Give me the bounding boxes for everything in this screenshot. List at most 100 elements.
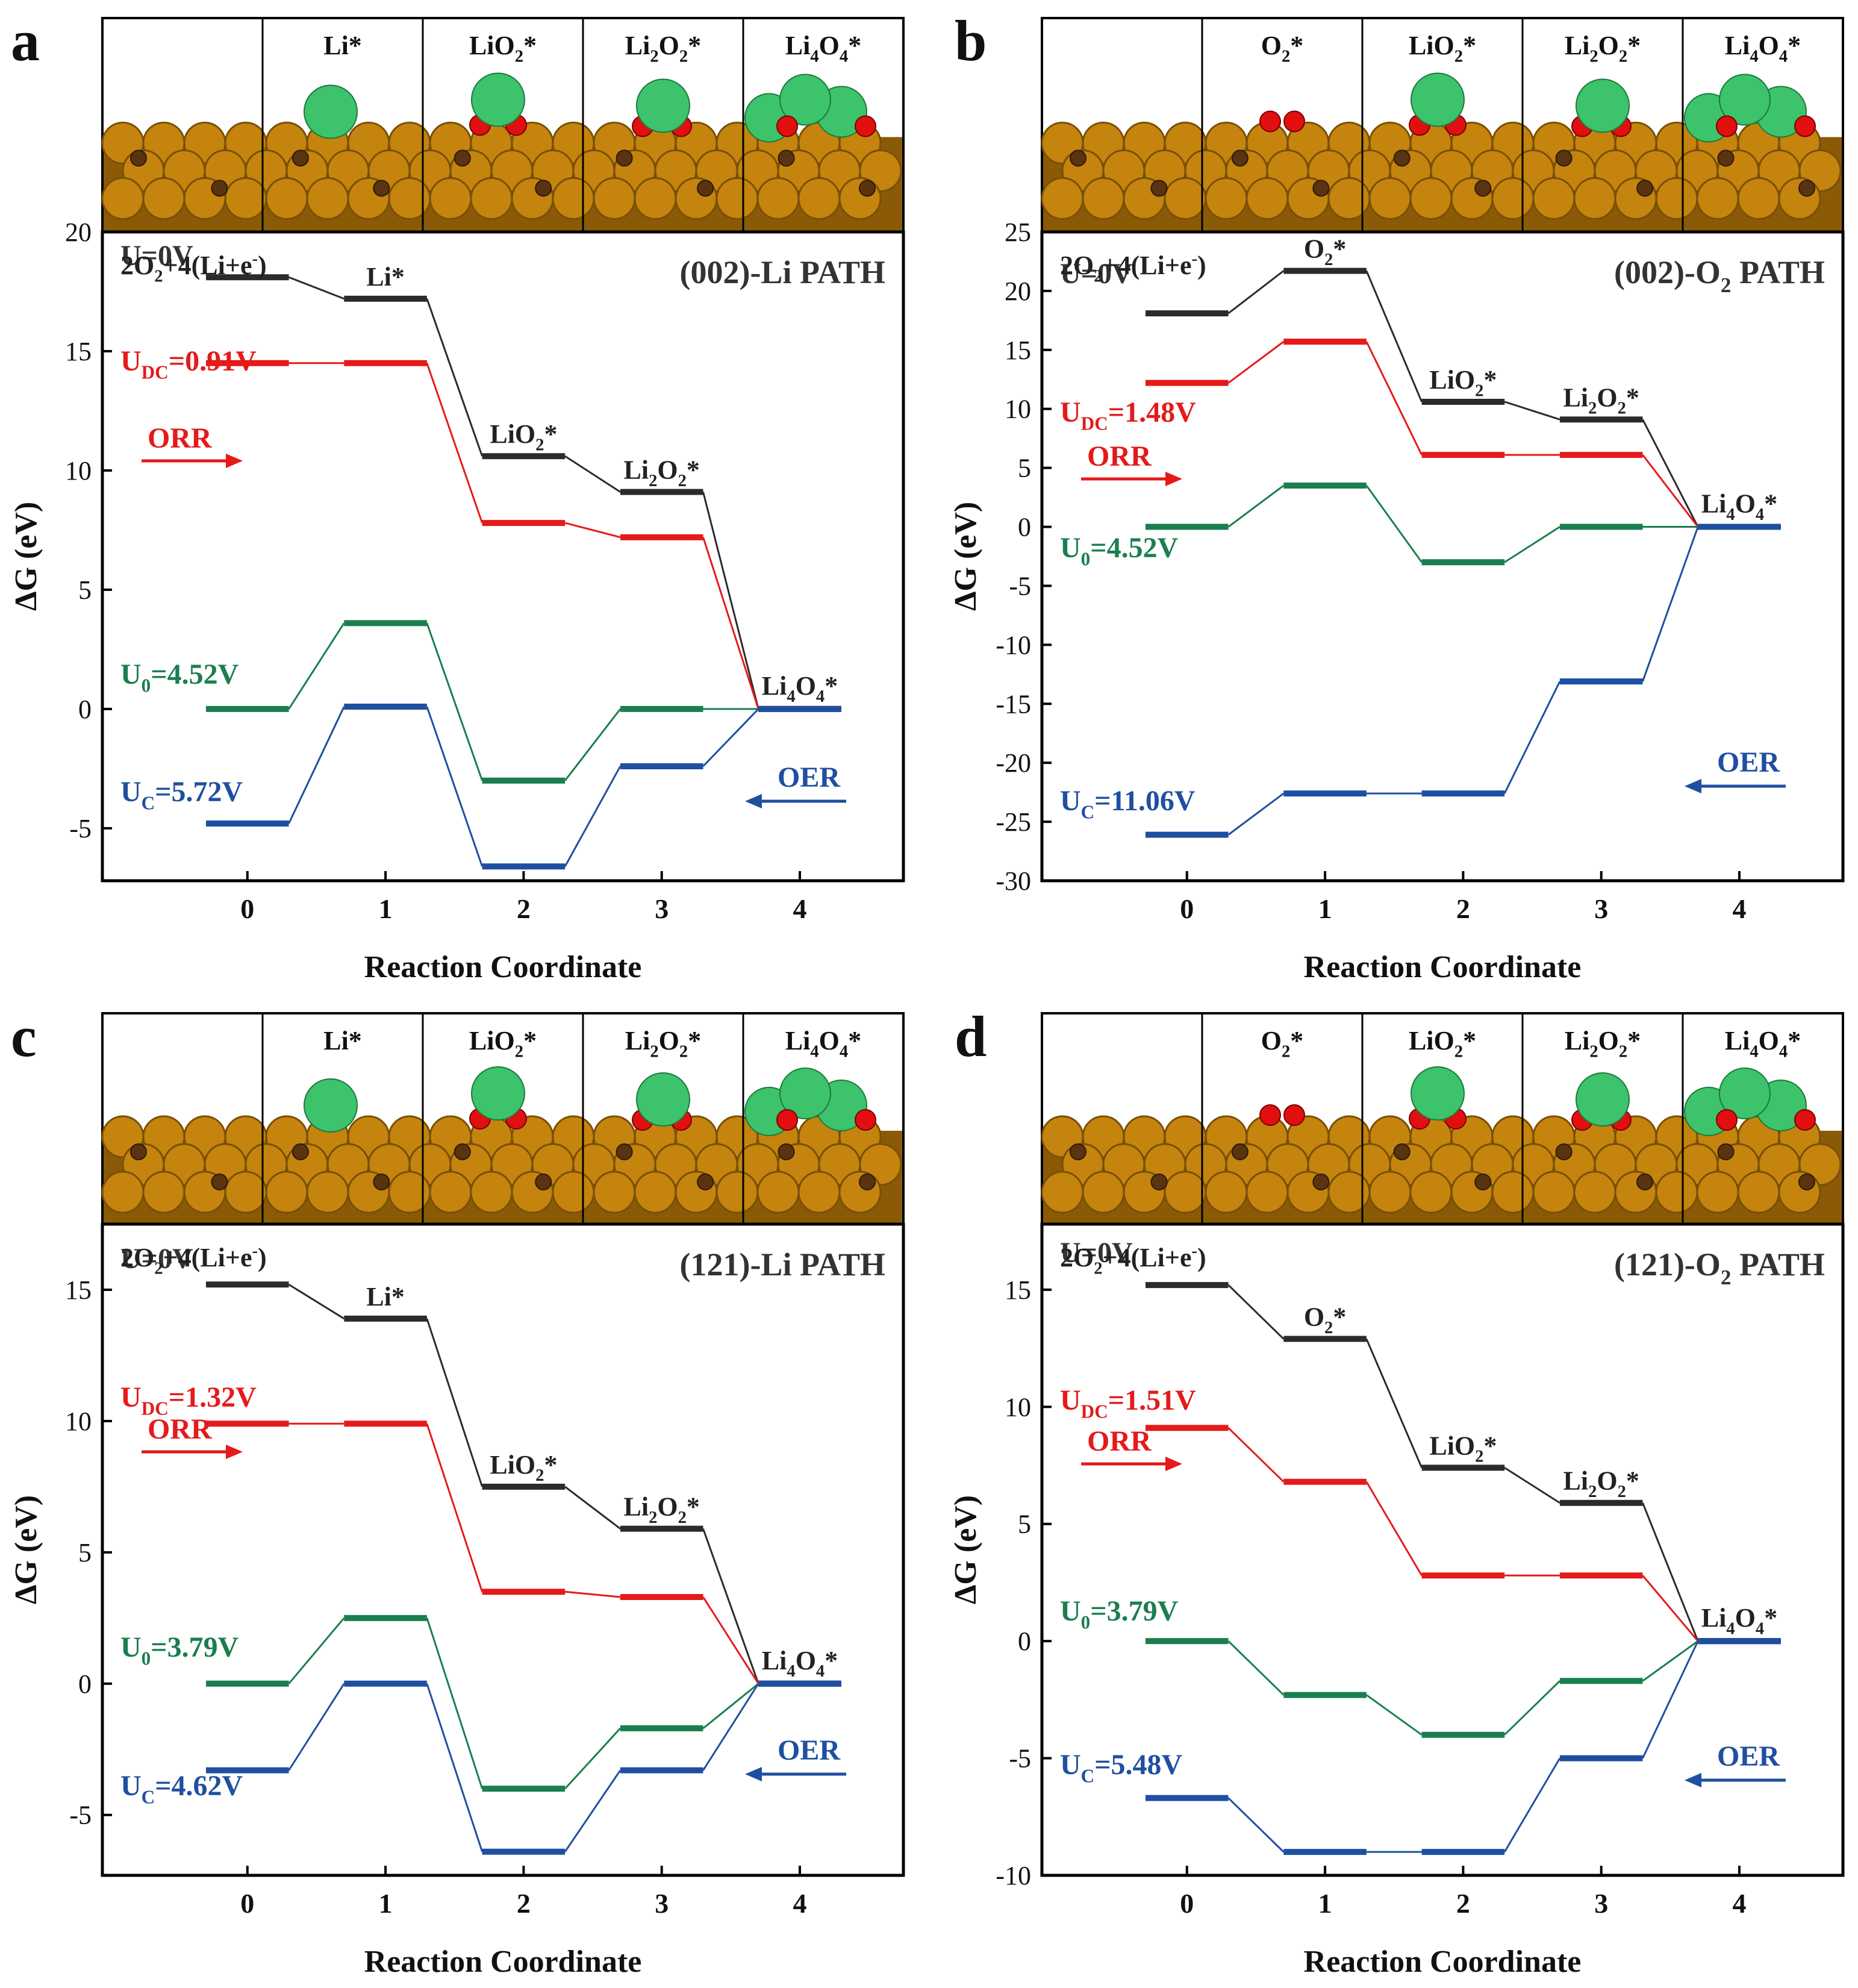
lithium-atom	[779, 73, 831, 126]
carbon-atom	[1474, 180, 1492, 197]
series-black	[1145, 267, 1781, 530]
oer-label: OER	[1717, 1740, 1780, 1772]
orr-label: ORR	[148, 422, 213, 454]
carbon-atom	[1393, 149, 1411, 167]
carbon-atom	[291, 1143, 309, 1160]
strip-label: O2*	[1261, 1026, 1304, 1061]
copper-atom	[1696, 177, 1739, 220]
oer-label: OER	[778, 1734, 841, 1766]
copper-atom	[756, 177, 800, 220]
connector	[426, 1423, 484, 1592]
state-label: 2O2+4(Li+e-)	[120, 249, 267, 286]
x-tick-label: 0	[240, 893, 254, 924]
connector	[1642, 419, 1699, 528]
x-tick-label: 0	[240, 1888, 254, 1919]
state-label: O2*	[1304, 234, 1347, 269]
y-tick-label: 10	[1005, 1392, 1031, 1422]
lithium-atom	[1411, 72, 1465, 127]
strip-label: Li4O4*	[1725, 31, 1801, 66]
strip-label: Li*	[323, 1026, 362, 1055]
y-tick-label: -5	[69, 1801, 92, 1830]
adsorbate-1	[304, 84, 358, 139]
surface-strip: O2* LiO2* Li2O2* Li4O4*	[1041, 17, 1844, 233]
oer-arrowhead	[745, 1767, 762, 1781]
y-axis-label: ΔG (eV)	[949, 1495, 983, 1604]
adsorbate-3	[632, 1072, 692, 1131]
lithium-atom	[304, 84, 358, 139]
state-label: Li2O2*	[1563, 1466, 1639, 1501]
connector	[564, 522, 621, 539]
connector	[426, 622, 484, 781]
connector	[702, 1683, 759, 1771]
lithium-atom	[636, 78, 690, 133]
oxygen-atom	[776, 115, 798, 137]
panel-d: O2* LiO2* Li2O2* Li4O4* -10 -5 0 5 10 15 0 1 2 3 4 Reac…	[949, 1012, 1845, 1979]
x-tick-label: 4	[1733, 1888, 1747, 1919]
copper-atom	[797, 177, 841, 220]
copper-atom	[1205, 1171, 1248, 1214]
copper-atom	[1164, 177, 1207, 220]
connector	[1642, 1640, 1699, 1759]
connector	[288, 706, 345, 824]
oer-label: OER	[778, 761, 841, 793]
copper-atom	[306, 1171, 349, 1214]
y-tick-label: -25	[996, 807, 1031, 837]
carbon-atom	[859, 1174, 876, 1190]
y-tick-label: 10	[1005, 395, 1031, 424]
copper-atom	[1409, 177, 1453, 220]
connector	[564, 708, 622, 781]
connector	[702, 537, 759, 710]
y-tick-label: -15	[996, 689, 1031, 719]
series-black	[1145, 1282, 1781, 1645]
connector	[1366, 1694, 1423, 1736]
connector	[288, 1617, 345, 1684]
carbon-atom	[291, 149, 309, 167]
connector	[426, 1618, 484, 1789]
connector	[1503, 681, 1561, 794]
connector	[702, 1683, 759, 1730]
copper-atom	[1532, 177, 1576, 220]
carbon-atom	[130, 149, 147, 167]
connector	[1642, 1640, 1699, 1682]
copper-atom	[101, 177, 145, 220]
copper-atom	[1041, 177, 1084, 220]
connector	[1365, 485, 1423, 563]
copper-atom	[224, 177, 267, 220]
y-tick-label: 0	[1018, 1627, 1031, 1656]
state-label: Li2O2*	[623, 455, 699, 490]
copper-atom	[593, 1171, 636, 1214]
connector	[1504, 526, 1560, 563]
series-label: U=0V	[120, 240, 193, 272]
copper-atom	[715, 177, 759, 220]
adsorbate-2	[1409, 72, 1467, 136]
copper-atom	[634, 177, 677, 220]
connector	[564, 1727, 622, 1790]
x-tick-label: 4	[793, 893, 807, 924]
state-label: LiO2*	[1429, 365, 1497, 400]
connector	[426, 1683, 484, 1852]
carbon-atom	[1636, 1174, 1654, 1190]
copper-atom	[1327, 177, 1371, 220]
lithium-atom	[779, 1067, 831, 1119]
copper-atom	[224, 1171, 267, 1214]
connector	[1365, 341, 1423, 455]
oxygen-atom	[1794, 115, 1816, 137]
carbon-atom	[1070, 1143, 1086, 1160]
copper-atom	[715, 1171, 759, 1214]
connector	[1227, 1284, 1285, 1340]
connector	[564, 1769, 622, 1852]
copper-atom	[388, 1171, 431, 1214]
y-tick-label: -10	[996, 630, 1031, 660]
state-label: 2O2+4(Li+e-)	[1060, 1242, 1206, 1278]
connector	[1504, 1680, 1560, 1736]
copper-atom	[756, 1171, 800, 1214]
connector	[1642, 1502, 1699, 1642]
copper-atom	[1082, 1171, 1125, 1214]
series-label: UDC=1.32V	[120, 1381, 257, 1419]
series-blue	[1145, 1638, 1781, 1855]
orr-arrowhead	[226, 1445, 243, 1459]
y-tick-label: 15	[1005, 336, 1031, 365]
oxygen-atom	[1283, 1104, 1305, 1126]
adsorbate-2	[469, 72, 527, 136]
carbon-atom	[778, 149, 795, 167]
